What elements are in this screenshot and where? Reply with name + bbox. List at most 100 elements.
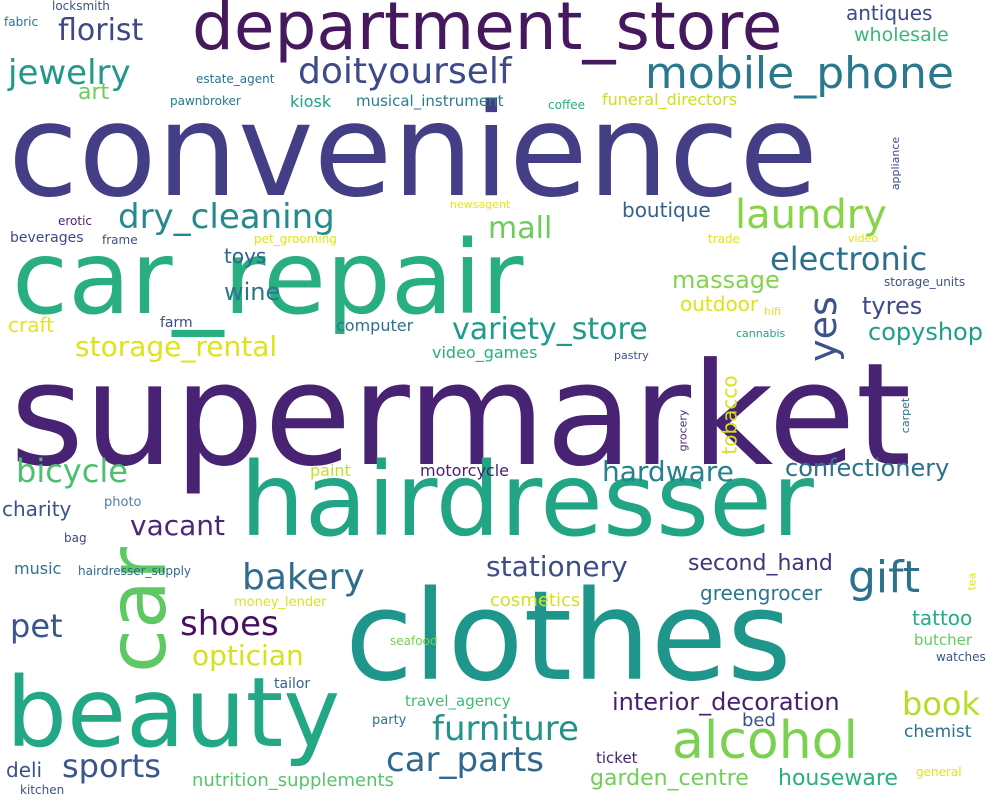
- word-furniture: furniture: [432, 709, 579, 749]
- word-money-lender: money_lender: [234, 595, 327, 610]
- word-beauty: beauty: [6, 657, 341, 769]
- word-locksmith: locksmith: [52, 0, 110, 13]
- word-pastry: pastry: [614, 349, 649, 362]
- word-trade: trade: [708, 232, 740, 246]
- word-bakery: bakery: [242, 557, 365, 598]
- word-erotic: erotic: [58, 214, 93, 228]
- word-cosmetics: cosmetics: [490, 590, 581, 611]
- word-supermarket: supermarket: [10, 333, 912, 498]
- word-shoes: shoes: [180, 604, 279, 644]
- word-beverages: beverages: [10, 230, 84, 246]
- word-electronic: electronic: [770, 240, 928, 278]
- word-wholesale: wholesale: [854, 24, 949, 46]
- word-sports: sports: [62, 747, 161, 785]
- word-tyres: tyres: [862, 292, 923, 320]
- word-video-games: video_games: [432, 343, 538, 362]
- word-mall: mall: [488, 211, 553, 246]
- word-craft: craft: [8, 313, 55, 337]
- word-book: book: [902, 685, 980, 723]
- word-bicycle: bicycle: [16, 452, 128, 490]
- word-musical-instrument: musical_instrument: [356, 92, 504, 110]
- word-department-store: department_store: [192, 0, 783, 65]
- word-tobacco: tobacco: [717, 375, 742, 455]
- word-grocery: grocery: [676, 409, 690, 452]
- word-antiques: antiques: [846, 1, 933, 25]
- word-coffee: coffee: [548, 98, 585, 112]
- word-photo: photo: [104, 495, 142, 510]
- word-tattoo: tattoo: [912, 606, 973, 630]
- word-bed: bed: [742, 710, 776, 731]
- word-clothes: clothes: [345, 565, 792, 709]
- word-florist: florist: [58, 13, 144, 48]
- word-video: video: [848, 232, 879, 245]
- word-kiosk: kiosk: [290, 92, 332, 111]
- word-car-repair: car_repair: [12, 219, 524, 338]
- word-deli: deli: [6, 758, 43, 782]
- word-charity: charity: [2, 497, 72, 521]
- word-motorcycle: motorcycle: [420, 461, 510, 480]
- word-paint: paint: [310, 461, 351, 480]
- word-watches: watches: [936, 650, 986, 664]
- word-funeral-directors: funeral_directors: [602, 90, 738, 109]
- word-pawnbroker: pawnbroker: [170, 94, 241, 108]
- word-yes: yes: [800, 296, 845, 362]
- word-convenience: convenience: [8, 77, 818, 226]
- word-chemist: chemist: [904, 722, 972, 742]
- word-carpet: carpet: [899, 397, 913, 434]
- word-fabric: fabric: [4, 15, 39, 29]
- word-art: art: [78, 80, 110, 105]
- word-jewelry: jewelry: [8, 53, 131, 93]
- word-gift: gift: [848, 552, 921, 603]
- word-houseware: houseware: [778, 766, 898, 791]
- word-computer: computer: [336, 316, 414, 335]
- word-frame: frame: [102, 233, 138, 247]
- word-tailor: tailor: [274, 676, 311, 692]
- word-mobile-phone: mobile_phone: [645, 48, 954, 99]
- word-outdoor: outdoor: [680, 292, 759, 316]
- word-storage-rental: storage_rental: [75, 330, 278, 363]
- word-kitchen: kitchen: [20, 783, 65, 797]
- word-hairdresser-supply: hairdresser_supply: [78, 564, 192, 578]
- word-farm: farm: [160, 315, 193, 331]
- word-estate-agent: estate_agent: [196, 72, 275, 86]
- word-travel-agency: travel_agency: [405, 692, 511, 710]
- word-ticket: ticket: [596, 749, 638, 767]
- word-alcohol: alcohol: [672, 711, 858, 771]
- word-seafood: seafood: [390, 634, 438, 648]
- word-hifi: hifi: [764, 305, 781, 318]
- word-party: party: [372, 713, 407, 728]
- word-butcher: butcher: [914, 631, 973, 649]
- word-doityourself: doityourself: [298, 51, 512, 92]
- word-interior-decoration: interior_decoration: [612, 688, 840, 716]
- word-stationery: stationery: [486, 550, 628, 583]
- word-laundry: laundry: [735, 192, 887, 238]
- word-massage: massage: [672, 266, 780, 294]
- word-storage-units: storage_units: [884, 275, 966, 289]
- word-dry-cleaning: dry_cleaning: [118, 197, 335, 237]
- word-pet: pet: [10, 607, 63, 645]
- word-bag: bag: [64, 531, 87, 545]
- word-garden-centre: garden_centre: [590, 766, 749, 791]
- word-hairdresser: hairdresser: [240, 441, 814, 560]
- word-general: general: [916, 765, 962, 779]
- word-variety-store: variety_store: [452, 312, 648, 347]
- word-greengrocer: greengrocer: [700, 581, 823, 605]
- word-tea: tea: [965, 572, 979, 591]
- word-optician: optician: [192, 639, 304, 672]
- word-copyshop: copyshop: [868, 318, 983, 346]
- word-pet-grooming: pet_grooming: [254, 232, 337, 246]
- word-boutique: boutique: [622, 198, 711, 222]
- word-appliance: appliance: [889, 136, 903, 191]
- word-car-parts: car_parts: [386, 740, 544, 780]
- word-wine: wine: [224, 278, 281, 306]
- word-second-hand: second_hand: [688, 551, 833, 576]
- word-cannabis: cannabis: [736, 327, 786, 340]
- word-nutrition-supplements: nutrition_supplements: [192, 770, 394, 791]
- word-hardware: hardware: [602, 455, 734, 488]
- word-music: music: [14, 559, 62, 578]
- word-confectionery: confectionery: [785, 454, 950, 482]
- word-toys: toys: [224, 244, 267, 268]
- word-newsagent: newsagent: [450, 198, 511, 211]
- word-vacant: vacant: [130, 509, 226, 542]
